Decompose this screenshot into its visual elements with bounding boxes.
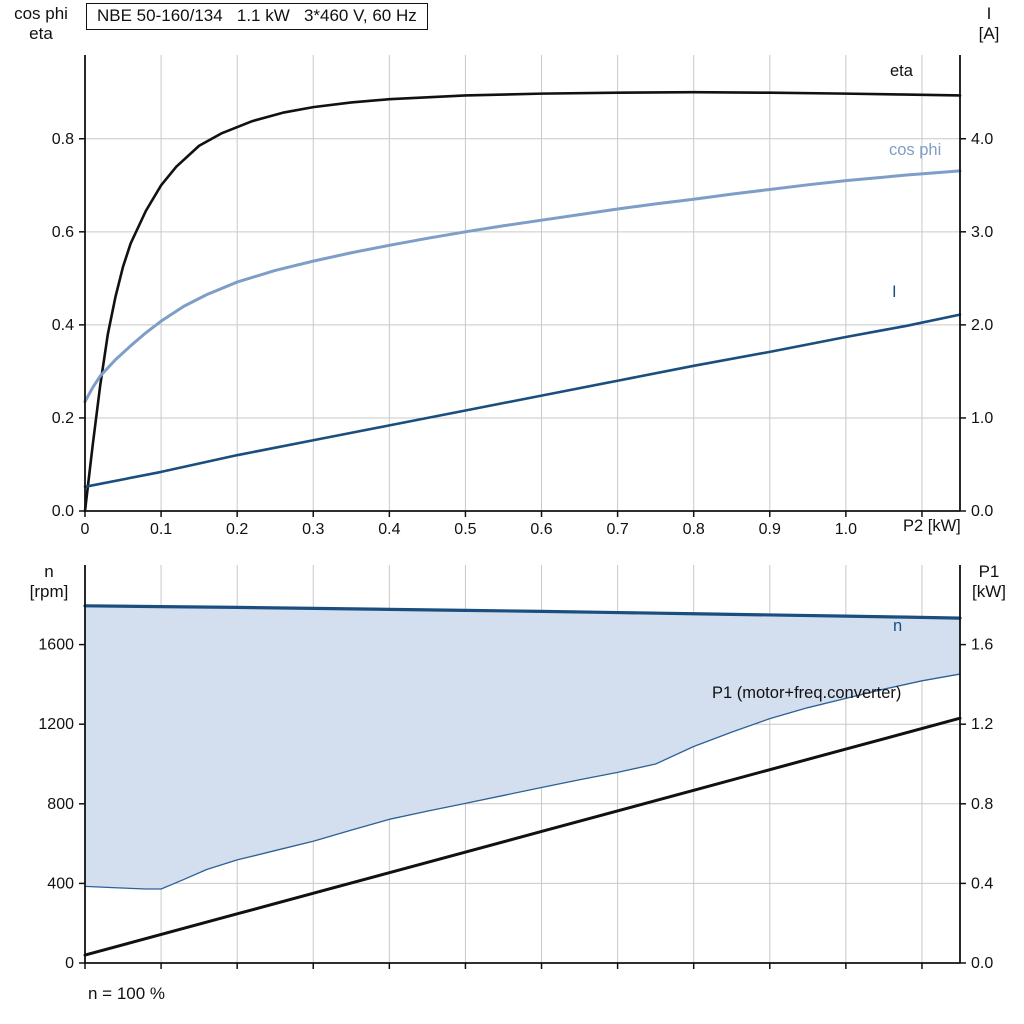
svg-text:0.5: 0.5 bbox=[454, 521, 476, 538]
current-axis-label: I bbox=[986, 4, 992, 23]
svg-text:0.3: 0.3 bbox=[302, 521, 324, 538]
bottom-right-axis-title: P1 [kW] bbox=[962, 562, 1016, 602]
svg-text:0.7: 0.7 bbox=[606, 521, 628, 538]
svg-text:0.2: 0.2 bbox=[52, 410, 74, 427]
svg-text:0.0: 0.0 bbox=[971, 955, 993, 972]
chart-title-box: NBE 50-160/134 1.1 kW 3*460 V, 60 Hz bbox=[86, 3, 428, 30]
svg-text:0.0: 0.0 bbox=[971, 503, 993, 520]
svg-text:1.6: 1.6 bbox=[971, 637, 993, 654]
p1-axis-label: P1 bbox=[978, 562, 1000, 581]
svg-text:3.0: 3.0 bbox=[971, 224, 993, 241]
svg-text:800: 800 bbox=[47, 796, 74, 813]
svg-text:0.9: 0.9 bbox=[759, 521, 781, 538]
svg-text:0: 0 bbox=[65, 955, 74, 972]
svg-text:0.4: 0.4 bbox=[378, 521, 400, 538]
current-curve-label: I bbox=[892, 283, 897, 301]
svg-text:0.4: 0.4 bbox=[971, 875, 993, 892]
svg-text:4.0: 4.0 bbox=[971, 131, 993, 148]
svg-text:1.2: 1.2 bbox=[971, 716, 993, 733]
svg-text:1200: 1200 bbox=[38, 716, 74, 733]
speed-unit-label: [rpm] bbox=[29, 582, 69, 601]
svg-text:1600: 1600 bbox=[38, 637, 74, 654]
bottom-chart: 0 400 800 1200 1600 0.0 0.4 0.8 1.2 1.6 bbox=[38, 565, 993, 972]
svg-text:0.4: 0.4 bbox=[52, 317, 74, 334]
svg-text:0.1: 0.1 bbox=[150, 521, 172, 538]
footnote: n = 100 % bbox=[88, 984, 166, 1003]
svg-text:0.6: 0.6 bbox=[530, 521, 552, 538]
p1-unit-label: [kW] bbox=[972, 582, 1006, 601]
x-axis-label: P2 [kW] bbox=[903, 517, 961, 535]
svg-text:2.0: 2.0 bbox=[971, 317, 993, 334]
cosphi-curve-label: cos phi bbox=[889, 141, 942, 159]
svg-text:0: 0 bbox=[81, 521, 90, 538]
speed-axis-label: n bbox=[44, 562, 54, 581]
svg-text:400: 400 bbox=[47, 875, 74, 892]
svg-text:0.6: 0.6 bbox=[52, 224, 74, 241]
top-right-axis-title: I [A] bbox=[966, 4, 1012, 44]
svg-text:1.0: 1.0 bbox=[835, 521, 857, 538]
top-left-axis-title: cos phi eta bbox=[5, 4, 77, 44]
svg-text:0.8: 0.8 bbox=[52, 131, 74, 148]
p1-curve-label: P1 (motor+freq.converter) bbox=[712, 684, 902, 702]
eta-curve-label: eta bbox=[890, 62, 913, 80]
svg-text:0.2: 0.2 bbox=[226, 521, 248, 538]
current-unit-label: [A] bbox=[978, 24, 1000, 43]
svg-text:0.8: 0.8 bbox=[971, 796, 993, 813]
eta-axis-label: eta bbox=[29, 24, 53, 43]
speed-curve-label: n bbox=[893, 617, 903, 635]
bottom-left-axis-title: n [rpm] bbox=[18, 562, 80, 602]
cosphi-axis-label: cos phi bbox=[14, 4, 68, 23]
top-chart: 0.0 0.2 0.4 0.6 0.8 0.0 1.0 2.0 3.0 4.0 0 0.1 0.2 0.3… bbox=[52, 55, 993, 538]
svg-text:0.8: 0.8 bbox=[683, 521, 705, 538]
svg-text:0.0: 0.0 bbox=[52, 503, 74, 520]
svg-text:1.0: 1.0 bbox=[971, 410, 993, 427]
